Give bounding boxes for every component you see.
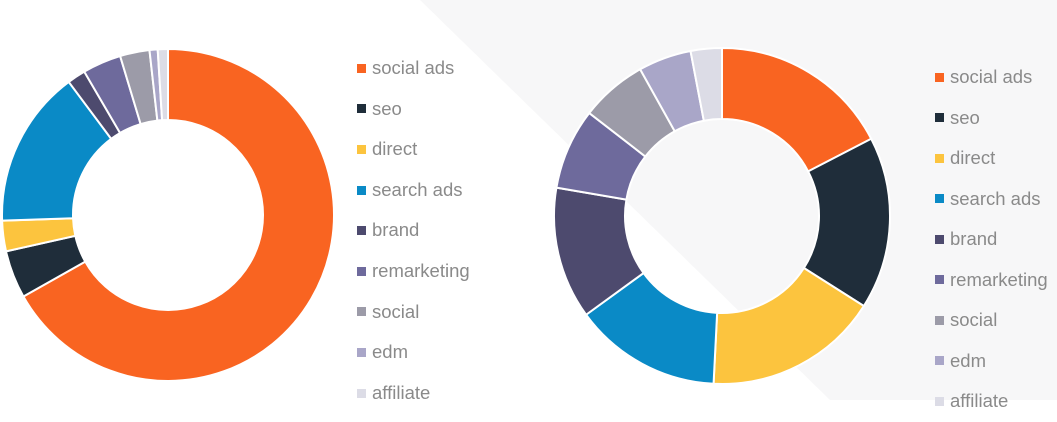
legend-item-affiliate: affiliate: [357, 373, 470, 414]
legend-label: direct: [372, 138, 418, 160]
legend-swatch: [357, 266, 366, 276]
legend-swatch: [935, 194, 944, 204]
legend-item-search-ads: search ads: [357, 170, 470, 211]
donut-charts: [1, 46, 891, 385]
legend-item-social-ads: social ads: [357, 48, 470, 89]
legend-swatch: [357, 388, 366, 398]
legend-item-brand: brand: [357, 210, 470, 251]
legend-swatch: [935, 356, 944, 366]
legend-swatch: [935, 234, 944, 244]
legend-swatch: [357, 63, 366, 73]
legend-item-remarketing: remarketing: [935, 260, 1048, 301]
legend-chart-2: social ads seo direct search ads brand remark…: [935, 57, 1048, 422]
legend-chart-1: social ads seo direct search ads brand remark…: [357, 48, 470, 413]
slice-affiliate: [689, 46, 723, 122]
legend-swatch: [357, 226, 366, 236]
legend-item-social: social: [357, 292, 470, 333]
legend-swatch: [357, 307, 366, 317]
slice-affiliate: [156, 47, 169, 122]
slice-social-ads: [721, 46, 873, 173]
legend-label: edm: [950, 349, 986, 371]
legend-label: search ads: [950, 187, 1041, 209]
legend-label: brand: [950, 228, 998, 249]
legend-swatch: [935, 113, 944, 123]
legend-label: direct: [950, 147, 996, 168]
legend-label: remarketing: [950, 268, 1048, 290]
legend-label: social: [950, 309, 998, 330]
legend-item-social-ads: social ads: [935, 57, 1048, 98]
legend-item-direct: direct: [357, 129, 470, 170]
legend-item-search-ads: search ads: [935, 179, 1048, 220]
legend-swatch: [935, 153, 944, 163]
legend-label: social ads: [372, 57, 455, 79]
legend-label: edm: [372, 341, 408, 363]
legend-label: seo: [372, 97, 402, 119]
donut-chart-2: [553, 46, 891, 385]
legend-label: social: [372, 300, 420, 322]
legend-item-direct: direct: [935, 138, 1048, 179]
legend-item-seo: seo: [357, 89, 470, 130]
legend-item-social: social: [935, 300, 1048, 341]
legend-label: affiliate: [372, 381, 431, 403]
legend-swatch: [935, 396, 944, 406]
legend-item-edm: edm: [357, 332, 470, 373]
legend-label: remarketing: [372, 260, 470, 282]
legend-item-remarketing: remarketing: [357, 251, 470, 292]
slice-social-ads: [22, 47, 335, 382]
legend-label: search ads: [372, 178, 463, 200]
legend-item-seo: seo: [935, 98, 1048, 139]
legend-item-affiliate: affiliate: [935, 381, 1048, 422]
legend-label: seo: [950, 106, 980, 128]
donut-chart-1: [1, 47, 335, 382]
legend-label: brand: [372, 219, 420, 241]
legend-swatch: [357, 144, 366, 154]
legend-swatch: [357, 347, 366, 357]
legend-swatch: [935, 315, 944, 325]
legend-swatch: [935, 72, 944, 82]
legend-swatch: [357, 104, 366, 114]
legend-label: social ads: [950, 66, 1033, 87]
legend-item-brand: brand: [935, 219, 1048, 260]
legend-label: affiliate: [950, 390, 1009, 411]
legend-swatch: [357, 185, 366, 195]
legend-item-edm: edm: [935, 341, 1048, 382]
legend-swatch: [935, 275, 944, 285]
